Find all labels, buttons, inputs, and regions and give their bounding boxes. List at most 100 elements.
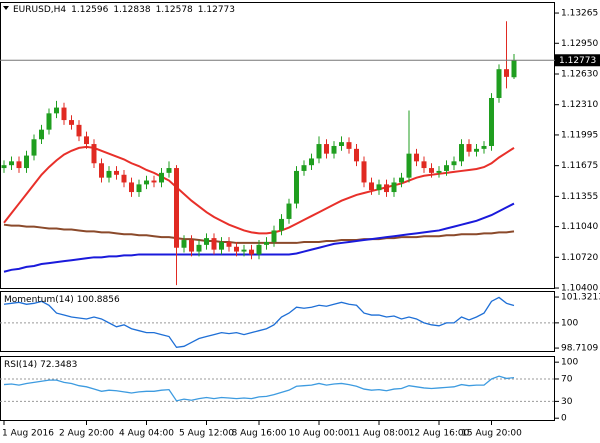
y-tick-label: 101.3213	[561, 293, 600, 303]
current-price-label: 1.12773	[559, 56, 596, 66]
candle-body	[301, 165, 307, 171]
candle-body	[451, 161, 457, 166]
x-tick-label: 8 Aug 16:00	[232, 429, 287, 439]
ohlc-value: 1.12773	[198, 5, 235, 15]
candle-body	[16, 161, 22, 169]
candle-body	[466, 144, 472, 152]
candle-body	[346, 142, 352, 149]
candle-body	[489, 97, 494, 146]
x-tick-label: 11 Aug 08:00	[349, 429, 410, 439]
chart-title: EURUSD,H4	[13, 5, 66, 15]
candle-body	[436, 170, 442, 173]
y-tick-label: 0	[561, 414, 567, 424]
candle-body	[114, 170, 119, 175]
y-tick-label: 1.10400	[561, 284, 598, 294]
candle-body	[241, 249, 247, 252]
ohlc-value: 1.12838	[113, 5, 150, 15]
y-tick-label: 1.11675	[561, 161, 598, 171]
x-tick-label: 4 Aug 04:00	[119, 429, 174, 439]
candle-body	[174, 168, 179, 248]
candle-body	[421, 161, 427, 169]
current-price-box	[555, 54, 600, 67]
candle-body	[496, 69, 502, 98]
candle-body	[376, 184, 382, 191]
candle-body	[76, 124, 82, 137]
ohlc-value: 1.12596	[71, 5, 108, 15]
indicator-value: 72.3483	[40, 360, 77, 370]
indicator-value: 100.8856	[77, 295, 120, 305]
candle-body	[196, 244, 202, 252]
candle-body	[354, 148, 359, 162]
candle-body	[459, 144, 464, 162]
candle-body	[129, 182, 134, 193]
candle-body	[286, 203, 292, 219]
y-tick-label: 1.11040	[561, 222, 598, 232]
candle-body	[84, 136, 89, 145]
candle-body	[24, 155, 29, 169]
candle-body	[384, 184, 389, 193]
y-tick-label: 1.11355	[561, 192, 598, 202]
candle-body	[61, 107, 67, 121]
candle-body	[159, 172, 164, 183]
candle-body	[31, 139, 37, 156]
candle-body	[474, 148, 479, 152]
candle-body	[331, 145, 337, 154]
x-tick-label: 15 Aug 20:00	[461, 429, 522, 439]
candle-body	[204, 238, 209, 245]
chart-header: EURUSD,H4 1.12596 1.12838 1.12578 1.12773	[13, 5, 235, 15]
indicator-label: Momentum(14) 100.8856	[4, 295, 120, 305]
x-tick-label: 1 Aug 2016	[2, 429, 54, 439]
candle-body	[414, 153, 419, 162]
y-tick-label: 100	[561, 318, 578, 328]
candle-body	[189, 240, 194, 252]
pane-frame	[0, 2, 555, 289]
y-tick-label: 30	[561, 397, 573, 407]
candle-body	[481, 145, 487, 149]
candle-body	[249, 249, 254, 255]
candle-body	[166, 168, 172, 173]
y-tick-label: 1.12310	[561, 100, 598, 110]
candle-body	[46, 113, 52, 130]
indicator-name: Momentum(14)	[4, 295, 74, 305]
indicator-line	[3, 296, 515, 349]
candle-body	[99, 163, 104, 178]
x-tick-label: 2 Aug 20:00	[59, 429, 114, 439]
candle-body	[39, 129, 44, 140]
candle-body	[219, 241, 224, 250]
ohlc-value: 1.12578	[156, 5, 193, 15]
candle-body	[444, 165, 449, 171]
candle-body	[324, 144, 329, 154]
y-tick-label: 1.12630	[561, 69, 598, 79]
candle-body	[181, 240, 187, 248]
candle-body	[316, 144, 322, 159]
indicator-label: RSI(14) 72.3483	[4, 360, 77, 370]
candle-body	[226, 241, 232, 247]
y-tick-label: 1.11995	[561, 130, 598, 140]
pane-frame	[0, 356, 555, 421]
candle-body	[234, 246, 239, 252]
y-tick-label: 1.10720	[561, 253, 598, 263]
candle-body	[406, 153, 412, 178]
candle-body	[9, 161, 14, 166]
candle-body	[361, 161, 367, 183]
menu-triangle	[3, 6, 9, 10]
x-tick-label: 10 Aug 00:00	[289, 429, 350, 439]
candle-body	[369, 182, 374, 191]
candle-body	[504, 69, 509, 77]
candle-body	[271, 230, 277, 242]
y-tick-label: 100	[561, 358, 578, 368]
candle-body	[144, 180, 149, 185]
candle-body	[279, 218, 284, 231]
moving-average	[3, 145, 515, 235]
candle-body	[429, 168, 434, 173]
candle-body	[91, 144, 97, 164]
candle-body	[309, 158, 314, 166]
y-tick-label: 70	[561, 374, 573, 384]
candle-body	[511, 60, 517, 78]
x-tick-label: 12 Aug 16:00	[409, 429, 470, 439]
candle-body	[211, 238, 217, 250]
candle-body	[399, 177, 404, 183]
y-tick-label: 1.13265	[561, 9, 598, 19]
y-tick-label: 1.12950	[561, 39, 598, 49]
